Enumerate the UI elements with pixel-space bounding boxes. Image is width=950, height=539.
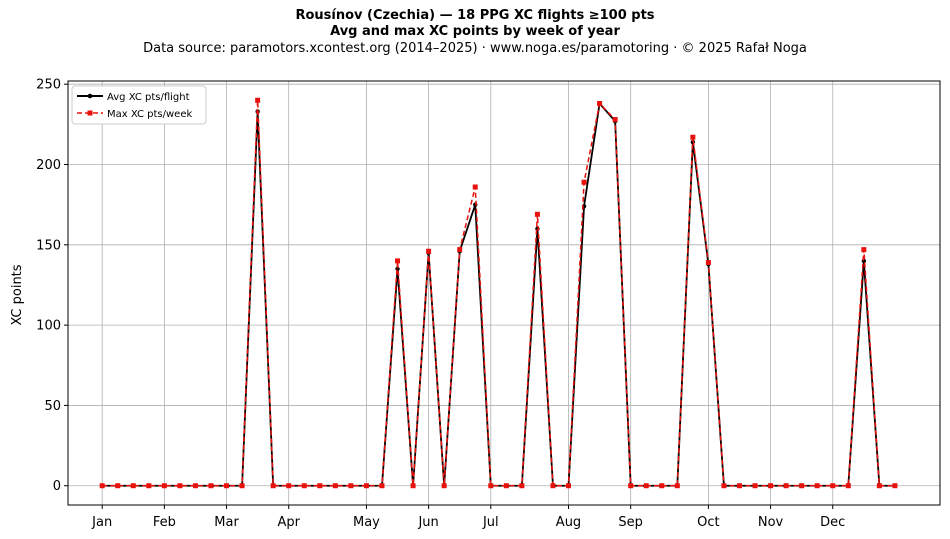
data-point xyxy=(255,97,261,103)
series-max xyxy=(99,97,898,489)
data-point xyxy=(566,483,572,489)
chart-source-line: Data source: paramotors.xcontest.org (20… xyxy=(143,41,807,56)
x-tick-label: May xyxy=(353,515,380,530)
data-point xyxy=(224,483,230,489)
series-line xyxy=(102,99,895,487)
x-tick-label: Jul xyxy=(482,515,499,530)
data-point xyxy=(395,258,401,264)
series-layer xyxy=(99,97,898,489)
data-point xyxy=(363,483,369,489)
data-point xyxy=(472,184,478,190)
data-point xyxy=(99,483,105,489)
data-point xyxy=(830,483,836,489)
data-point xyxy=(161,483,167,489)
x-axis: Jan Feb Mar Apr May Jun Jul Aug Sep Oct Nov Dec xyxy=(91,505,845,530)
y-tick-label: 100 xyxy=(36,319,61,334)
data-point xyxy=(612,117,618,123)
y-axis: 0 50 100 150 200 250 xyxy=(36,78,68,494)
y-tick-label: 0 xyxy=(53,479,61,494)
data-point xyxy=(768,483,774,489)
legend-label-avg: Avg XC pts/flight xyxy=(107,92,190,103)
x-tick-label: Jan xyxy=(91,515,112,530)
legend-box xyxy=(71,85,207,125)
legend-marker-max xyxy=(87,110,93,116)
legend: Avg XC pts/flight Max XC pts/week xyxy=(71,85,207,125)
x-tick-label: Oct xyxy=(697,515,719,530)
data-point xyxy=(115,483,121,489)
y-tick-label: 150 xyxy=(36,238,61,253)
data-point xyxy=(674,483,680,489)
data-point xyxy=(457,247,463,253)
y-tick-label: 200 xyxy=(36,158,61,173)
data-point xyxy=(876,483,882,489)
data-point xyxy=(581,179,587,185)
data-point xyxy=(503,483,509,489)
data-point xyxy=(177,483,183,489)
chart-titles: Rousínov (Czechia) — 18 PPG XC flights ≥… xyxy=(0,8,950,57)
data-point xyxy=(845,483,851,489)
data-point xyxy=(736,483,742,489)
data-point xyxy=(441,483,447,489)
data-point xyxy=(286,483,292,489)
x-tick-label: Mar xyxy=(214,515,239,530)
data-point xyxy=(628,483,634,489)
data-point xyxy=(861,247,867,253)
x-tick-label: Nov xyxy=(758,515,784,530)
data-point xyxy=(752,483,758,489)
legend-label-max: Max XC pts/week xyxy=(107,109,192,120)
data-point xyxy=(192,483,198,489)
data-point xyxy=(550,483,556,489)
data-point xyxy=(799,483,805,489)
chart-title: Rousínov (Czechia) — 18 PPG XC flights ≥… xyxy=(295,8,655,23)
y-axis-label: XC points xyxy=(10,264,25,325)
data-point xyxy=(659,483,665,489)
legend-marker-avg xyxy=(87,93,93,99)
data-point xyxy=(130,483,136,489)
data-point xyxy=(705,259,711,265)
series-line xyxy=(102,102,895,487)
data-point xyxy=(426,248,432,254)
data-point xyxy=(892,483,898,489)
series-avg xyxy=(99,101,898,488)
plot-frame xyxy=(67,80,941,506)
data-point xyxy=(379,483,385,489)
y-tick-label: 50 xyxy=(44,399,61,414)
data-point xyxy=(317,483,323,489)
x-tick-label: Feb xyxy=(153,515,176,530)
chart-subtitle: Avg and max XC points by week of year xyxy=(330,24,620,39)
data-point xyxy=(270,483,276,489)
x-tick-label: Aug xyxy=(556,515,581,530)
grid-lines xyxy=(68,81,940,505)
data-point xyxy=(332,483,338,489)
data-point xyxy=(534,211,540,217)
data-point xyxy=(146,483,152,489)
data-point xyxy=(690,134,696,140)
y-tick-label: 250 xyxy=(36,78,61,93)
data-point xyxy=(814,483,820,489)
data-point xyxy=(597,100,603,106)
x-tick-label: Dec xyxy=(820,515,845,530)
x-tick-label: Jun xyxy=(417,515,438,530)
x-tick-label: Sep xyxy=(618,515,643,530)
data-point xyxy=(721,483,727,489)
data-point xyxy=(239,483,245,489)
x-tick-label: Apr xyxy=(277,515,300,530)
data-point xyxy=(519,483,525,489)
data-point xyxy=(301,483,307,489)
data-point xyxy=(208,483,214,489)
data-point xyxy=(488,483,494,489)
data-point xyxy=(643,483,649,489)
data-point xyxy=(410,483,416,489)
data-point xyxy=(783,483,789,489)
data-point xyxy=(348,483,354,489)
